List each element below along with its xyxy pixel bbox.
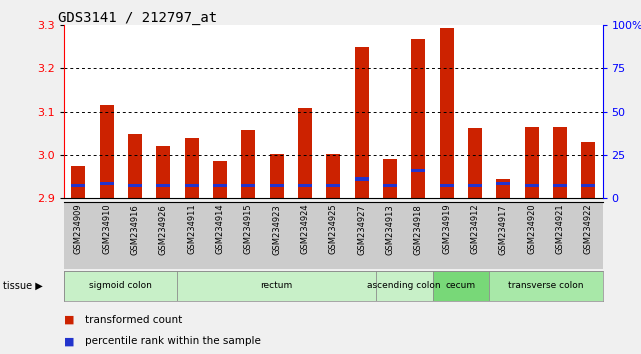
Bar xyxy=(376,271,433,301)
Bar xyxy=(553,127,567,198)
Text: GSM234927: GSM234927 xyxy=(357,204,366,255)
Text: GSM234912: GSM234912 xyxy=(470,204,479,255)
Bar xyxy=(524,127,539,198)
Bar xyxy=(489,271,603,301)
Bar xyxy=(383,159,397,198)
Bar xyxy=(128,184,142,187)
Text: percentile rank within the sample: percentile rank within the sample xyxy=(85,336,260,346)
Bar xyxy=(156,184,171,187)
Text: ■: ■ xyxy=(64,336,74,346)
Bar xyxy=(298,108,312,198)
Bar xyxy=(354,47,369,198)
Bar xyxy=(270,184,284,187)
Bar xyxy=(241,184,255,187)
Bar xyxy=(468,184,482,187)
Text: rectum: rectum xyxy=(260,281,293,290)
Bar xyxy=(581,142,595,198)
Text: ■: ■ xyxy=(64,315,74,325)
Text: tissue ▶: tissue ▶ xyxy=(3,281,43,291)
Bar xyxy=(326,154,340,198)
Bar xyxy=(298,184,312,187)
Bar xyxy=(326,184,340,187)
Text: GSM234926: GSM234926 xyxy=(159,204,168,255)
Text: transformed count: transformed count xyxy=(85,315,182,325)
Bar xyxy=(524,184,539,187)
Text: GSM234920: GSM234920 xyxy=(527,204,536,255)
Text: GSM234925: GSM234925 xyxy=(329,204,338,255)
Bar xyxy=(433,271,489,301)
Text: GSM234921: GSM234921 xyxy=(556,204,565,255)
Bar xyxy=(213,184,227,187)
Text: GSM234924: GSM234924 xyxy=(301,204,310,255)
Bar xyxy=(185,184,199,187)
Bar xyxy=(99,105,113,198)
Bar xyxy=(412,169,426,172)
Bar xyxy=(412,39,426,198)
Bar xyxy=(128,134,142,198)
Bar xyxy=(496,182,510,185)
Text: GDS3141 / 212797_at: GDS3141 / 212797_at xyxy=(58,11,217,25)
Bar xyxy=(581,184,595,187)
Bar xyxy=(440,184,454,187)
Text: transverse colon: transverse colon xyxy=(508,281,583,290)
Text: GSM234915: GSM234915 xyxy=(244,204,253,255)
Text: GSM234917: GSM234917 xyxy=(499,204,508,255)
Bar xyxy=(440,28,454,198)
Text: GSM234916: GSM234916 xyxy=(131,204,140,255)
Text: GSM234910: GSM234910 xyxy=(102,204,111,255)
Bar xyxy=(71,166,85,198)
Bar xyxy=(71,184,85,187)
Text: GSM234909: GSM234909 xyxy=(74,204,83,255)
Bar xyxy=(99,182,113,185)
Text: GSM234923: GSM234923 xyxy=(272,204,281,255)
Bar xyxy=(64,271,178,301)
Text: cecum: cecum xyxy=(445,281,476,290)
Text: GSM234922: GSM234922 xyxy=(584,204,593,255)
Text: ascending colon: ascending colon xyxy=(367,281,441,290)
Text: GSM234913: GSM234913 xyxy=(385,204,394,255)
Text: GSM234918: GSM234918 xyxy=(414,204,423,255)
Bar xyxy=(241,130,255,198)
Bar xyxy=(354,177,369,181)
Bar xyxy=(178,271,376,301)
Bar xyxy=(185,137,199,198)
Bar xyxy=(553,184,567,187)
Bar xyxy=(156,146,171,198)
Bar xyxy=(270,154,284,198)
Bar xyxy=(383,184,397,187)
Text: GSM234919: GSM234919 xyxy=(442,204,451,255)
Bar xyxy=(468,127,482,198)
Text: GSM234911: GSM234911 xyxy=(187,204,196,255)
Bar xyxy=(496,179,510,198)
Text: GSM234914: GSM234914 xyxy=(215,204,224,255)
Text: sigmoid colon: sigmoid colon xyxy=(89,281,152,290)
Bar xyxy=(213,161,227,198)
